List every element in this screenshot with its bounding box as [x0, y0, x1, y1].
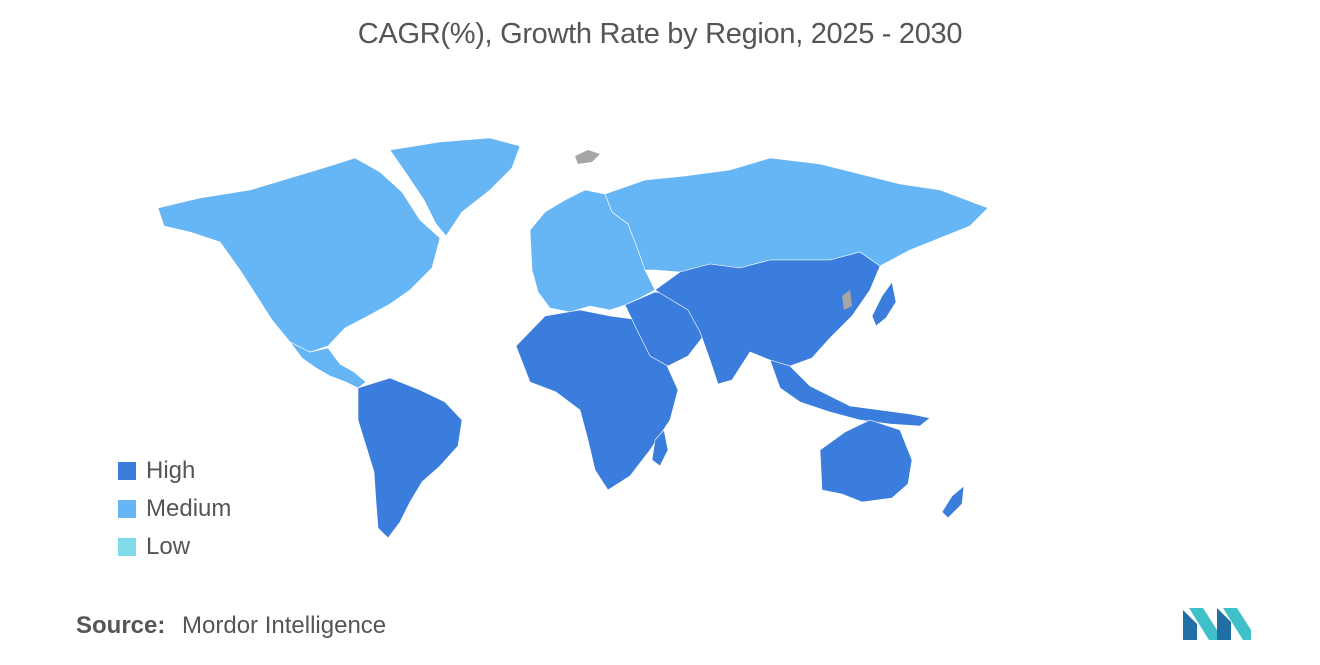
legend-label-high: High: [146, 457, 196, 484]
legend-item-medium: Medium: [118, 490, 231, 528]
legend-swatch-medium: [118, 500, 136, 518]
region-new-zealand: [941, 485, 965, 519]
region-russia: [604, 157, 989, 273]
region-north-america: [157, 157, 441, 353]
region-australia: [819, 419, 913, 503]
region-central-america: [289, 341, 367, 389]
legend-label-medium: Medium: [146, 495, 232, 522]
legend-item-low: Low: [118, 528, 231, 566]
logo-shape-mid-right: [1217, 608, 1231, 640]
logo-shape-left: [1183, 610, 1197, 640]
legend-swatch-high: [118, 462, 136, 480]
region-asia: [654, 251, 881, 385]
region-africa: [515, 309, 679, 491]
logo-shape-mid-left: [1189, 608, 1217, 640]
region-no-data-korea: [842, 290, 852, 310]
source-value: Mordor Intelligence: [182, 612, 387, 639]
legend-item-high: High: [118, 452, 231, 490]
source-label: Source:: [76, 612, 166, 639]
source-line: Source: Mordor Intelligence: [76, 612, 386, 640]
chart-title: CAGR(%), Growth Rate by Region, 2025 - 2…: [357, 18, 963, 50]
legend-label-low: Low: [146, 533, 191, 560]
region-greenland: [389, 137, 521, 237]
world-map-svg: [157, 137, 989, 539]
legend-swatch-low: [118, 538, 136, 556]
logo-shape-right: [1223, 608, 1251, 640]
region-madagascar: [651, 429, 669, 467]
mordor-intelligence-logo: [1183, 608, 1251, 640]
region-south-america: [357, 377, 463, 539]
world-map: [140, 120, 1020, 560]
region-japan: [871, 281, 897, 327]
region-southeast-asia: [769, 359, 931, 427]
region-no-data-svalbard: [575, 150, 600, 164]
legend: High Medium Low: [118, 452, 231, 566]
